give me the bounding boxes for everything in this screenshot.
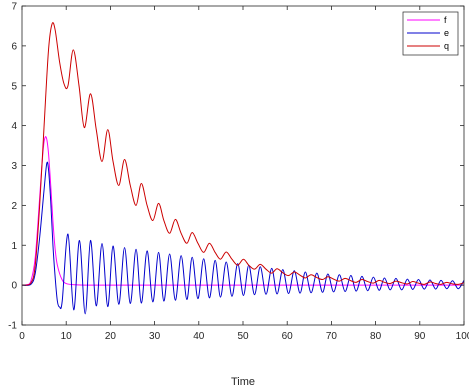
y-tick-label: 4: [11, 121, 17, 132]
legend: feq: [402, 11, 459, 56]
x-tick-label: 40: [193, 331, 205, 342]
x-tick-label: 50: [237, 331, 249, 342]
x-tick-label: 100: [456, 331, 469, 342]
x-tick-label: 10: [61, 331, 73, 342]
y-tick-label: 5: [11, 81, 17, 92]
plot-area: [22, 6, 464, 325]
legend-label-e: e: [444, 28, 449, 38]
x-tick-label: 70: [326, 331, 338, 342]
y-tick-label: 3: [11, 161, 17, 172]
x-tick-label: 90: [414, 331, 426, 342]
series-layer: [21, 22, 465, 315]
y-tick-label: 0: [11, 281, 17, 292]
x-tick-label: 80: [370, 331, 382, 342]
x-tick-label: 20: [105, 331, 117, 342]
x-tick-label: 30: [149, 331, 161, 342]
series-line-f: [21, 136, 464, 286]
legend-label-q: q: [444, 41, 449, 51]
y-tick-label: 1: [11, 241, 17, 252]
x-tick-label: 0: [19, 331, 25, 342]
series-line-e: [21, 161, 465, 315]
y-tick-label: 7: [11, 2, 17, 13]
y-tick-label: 6: [11, 41, 17, 52]
y-tick-label: -1: [8, 321, 17, 332]
x-axis-label: Time: [231, 376, 255, 388]
x-tick-label: 60: [282, 331, 294, 342]
series-line-q: [21, 22, 465, 286]
y-tick-label: 2: [11, 201, 17, 212]
legend-label-f: f: [444, 15, 447, 25]
